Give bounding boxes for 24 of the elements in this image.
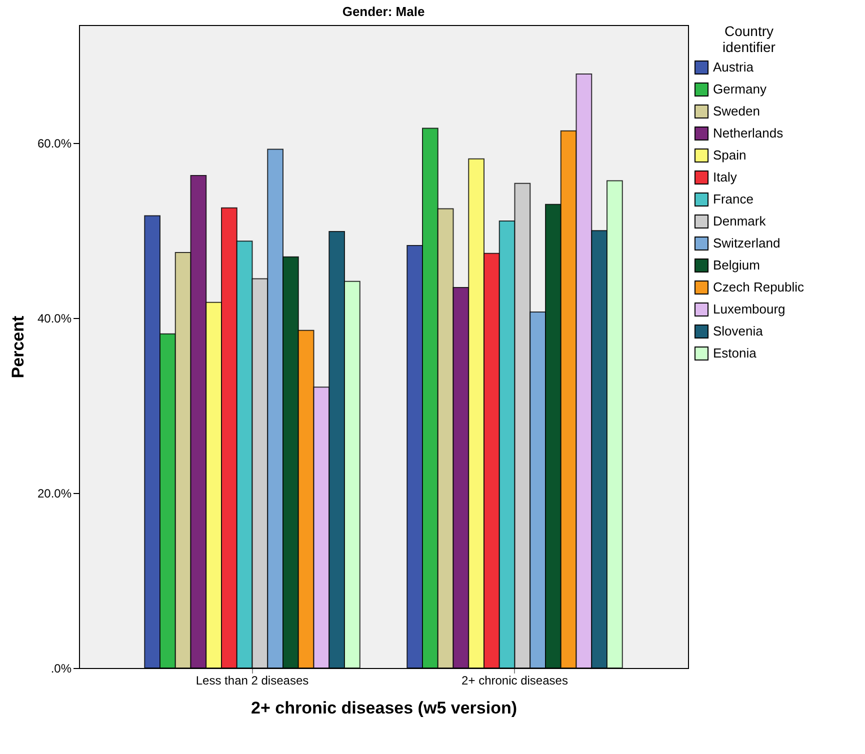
legend-label: Denmark	[713, 214, 766, 228]
legend-label: Austria	[713, 60, 754, 74]
legend-label: Luxembourg	[713, 302, 786, 316]
chart-title: Gender: Male	[342, 4, 425, 19]
legend-label: Switzerland	[713, 236, 780, 250]
x-tick-label: 2+ chronic diseases	[462, 674, 568, 688]
legend-label: Czech Republic	[713, 280, 805, 294]
legend-label: Netherlands	[713, 126, 784, 140]
legend-label: Germany	[713, 82, 767, 96]
y-tick-label: .0%	[50, 662, 72, 676]
legend-label: Slovenia	[713, 324, 764, 338]
legend-label: Italy	[713, 170, 738, 184]
x-tick-label: Less than 2 diseases	[196, 674, 309, 688]
legend-label: Spain	[713, 148, 746, 162]
legend-label: Estonia	[713, 346, 758, 360]
y-tick-label: 60.0%	[37, 136, 72, 151]
legend-label: Sweden	[713, 104, 760, 118]
legend-label: Belgium	[713, 258, 760, 272]
legend-title: Country identifier	[722, 23, 776, 55]
legend-label: France	[713, 192, 754, 206]
x-axis-title: 2+ chronic diseases (w5 version)	[251, 698, 517, 718]
y-tick-label: 20.0%	[37, 486, 72, 501]
y-tick-label: 40.0%	[37, 312, 72, 326]
y-axis-title: Percent	[8, 315, 28, 378]
